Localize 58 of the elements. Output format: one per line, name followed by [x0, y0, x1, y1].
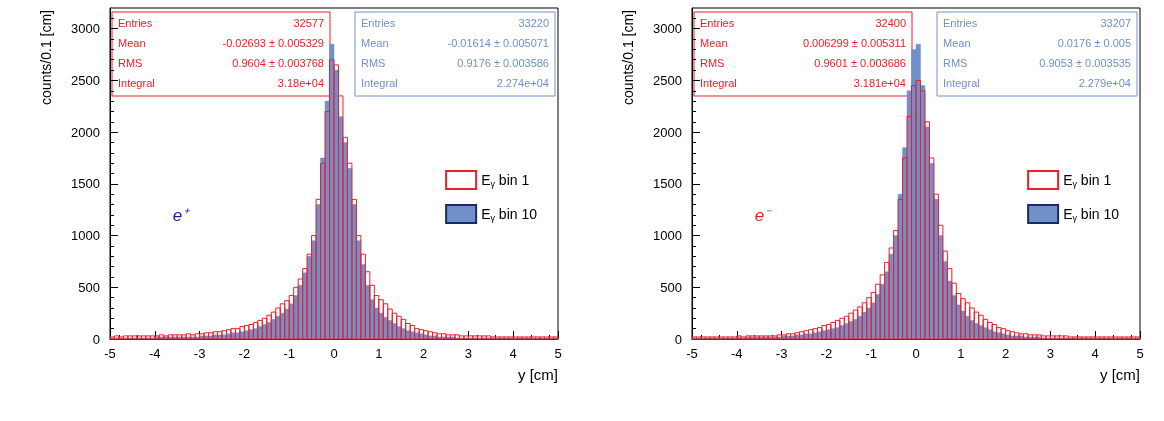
x-tick-label: 5 [554, 346, 562, 361]
text: RMS 0.9604 ± 0.003768 [118, 57, 324, 69]
y-tick-label: 2000 [653, 124, 682, 140]
y-tick-label: 0 [674, 331, 682, 347]
x-tick-label: -5 [686, 346, 698, 361]
y-tick-label: 2000 [71, 124, 100, 140]
y-tick-label: 1500 [71, 176, 100, 192]
y-tick-label: 2500 [653, 72, 682, 88]
x-tick-label: -4 [731, 346, 743, 361]
text: Entries 32400 [700, 17, 906, 29]
y-axis-title: counts/0.1 [cm] [38, 10, 54, 105]
y-axis-title: counts/0.1 [cm] [620, 10, 636, 105]
x-tick-label: 3 [464, 346, 473, 361]
y-tick-label: 0 [92, 331, 100, 347]
x-axis-title: y [cm] [518, 366, 558, 383]
y-tick-label: 3000 [71, 21, 100, 37]
text: Mean 0.0176 ± 0.005 [943, 37, 1131, 49]
text: Integral 2.274e+04 [361, 77, 549, 89]
y-tick-label: 1000 [71, 228, 100, 244]
y-tick-label: 3000 [653, 21, 682, 37]
x-tick-label: 1 [375, 346, 383, 361]
x-tick-label: 0 [330, 346, 338, 361]
x-tick-label: 4 [509, 346, 517, 361]
text: Mean 0.006299 ± 0.005311 [700, 37, 906, 49]
x-tick-label: -5 [104, 346, 116, 361]
x-tick-label: -1 [283, 346, 295, 361]
x-tick-label: -3 [775, 346, 788, 361]
text: Mean -0.01614 ± 0.005071 [361, 37, 549, 49]
y-tick-label: 1000 [653, 228, 682, 244]
x-tick-label: -4 [149, 346, 161, 361]
x-tick-label: 0 [912, 346, 920, 361]
y-tick-label: 500 [660, 279, 682, 295]
x-tick-label: 3 [1046, 346, 1055, 361]
x-tick-label: 5 [1136, 346, 1144, 361]
text: RMS 0.9601 ± 0.003686 [700, 57, 906, 69]
text: Mean -0.02693 ± 0.005329 [118, 37, 324, 49]
x-tick-label: 2 [1001, 346, 1010, 361]
x-tick-label: -3 [193, 346, 206, 361]
x-tick-label: 1 [957, 346, 965, 361]
y-tick-label: 2500 [71, 72, 100, 88]
x-tick-label: -2 [820, 346, 833, 361]
text: Integral 3.18e+04 [118, 77, 324, 89]
text: Entries 33207 [943, 17, 1131, 29]
text: Integral 2.279e+04 [943, 77, 1131, 89]
annotation: e⁻ [754, 205, 773, 225]
x-tick-label: -1 [865, 346, 877, 361]
annotation: e⁺ [172, 205, 191, 225]
text: RMS 0.9053 ± 0.003535 [943, 57, 1131, 69]
text: RMS 0.9176 ± 0.003586 [361, 57, 549, 69]
text: Integral 3.181e+04 [700, 77, 906, 89]
y-tick-label: 1500 [653, 176, 682, 192]
x-axis-title: y [cm] [1100, 366, 1140, 383]
x-tick-label: 2 [419, 346, 428, 361]
text: Entries 33220 [361, 17, 549, 29]
y-tick-label: 500 [78, 279, 100, 295]
x-tick-label: 4 [1091, 346, 1099, 361]
x-tick-label: -2 [238, 346, 251, 361]
text: Entries 32577 [118, 17, 324, 29]
